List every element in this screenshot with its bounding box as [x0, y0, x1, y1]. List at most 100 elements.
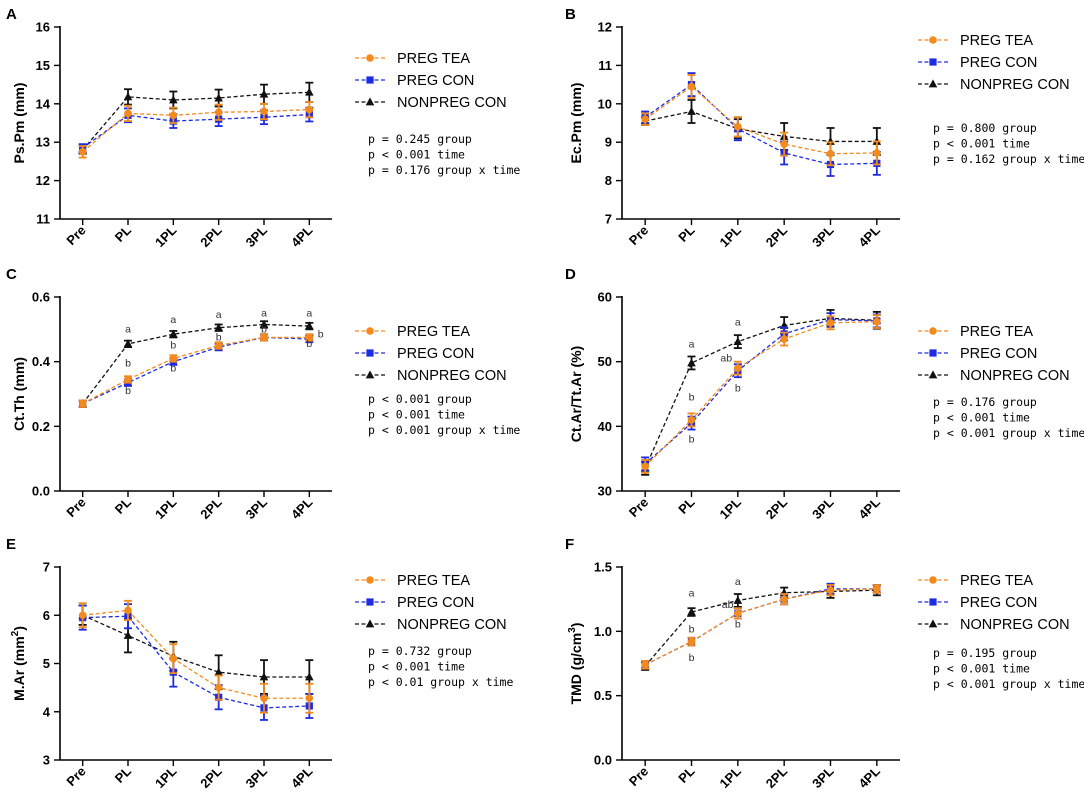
x-tick-label: 1PL	[716, 222, 744, 250]
stat-line: p = 0.245 group	[368, 132, 472, 146]
significance-label: b	[318, 328, 324, 340]
legend-marker	[928, 79, 938, 88]
x-tick-label: 4PL	[288, 494, 316, 522]
data-point	[259, 672, 269, 681]
data-point	[305, 333, 314, 342]
data-point	[78, 611, 87, 620]
panel-letter: D	[565, 266, 576, 283]
panel-a: A 11 12 13 14 15 16 Pre PL 1PL 2PL 3PL 4PL Ps.Pm (mm)…	[6, 6, 520, 250]
y-axis-label: Ec.Pm (mm)	[568, 83, 584, 164]
series-preg-tea	[641, 314, 881, 474]
legend-marker	[366, 576, 374, 584]
legend-label: PREG CON	[397, 73, 474, 89]
y-tick-label: 12	[36, 173, 50, 188]
x-tick-label: 4PL	[288, 222, 316, 250]
y-tick-label: 5	[43, 656, 50, 671]
data-point	[124, 109, 132, 118]
panel-f: F 0.0 0.5 1.0 1.5 Pre PL 1PL 2PL 3PL 4PL TMD (g/cm3…	[565, 536, 1084, 791]
series-nonpreg-con	[78, 319, 314, 408]
y-tick-label: 11	[598, 58, 612, 73]
series-preg-con	[641, 582, 881, 670]
x-tick-label: PL	[675, 763, 697, 785]
x-tick-label: PL	[675, 494, 697, 516]
x-tick-label: 2PL	[197, 494, 225, 522]
x-tick-label: 3PL	[809, 763, 837, 791]
stat-line: p = 0.162 group x time	[933, 152, 1084, 166]
legend-label: NONPREG CON	[397, 617, 507, 633]
data-point	[733, 337, 743, 346]
series-line	[82, 323, 310, 405]
data-point	[169, 654, 178, 663]
x-tick-label: Pre	[626, 223, 651, 248]
series-line	[644, 317, 877, 469]
x-tick-label: PL	[112, 763, 134, 785]
y-tick-label: 40	[598, 419, 612, 434]
stat-line: p < 0.001 group x time	[933, 426, 1084, 440]
data-point	[641, 115, 649, 123]
legend-marker	[928, 370, 938, 379]
panel-letter: B	[565, 6, 576, 23]
series-nonpreg-con	[640, 99, 882, 156]
significance-label: b	[689, 624, 695, 636]
panel-letter: F	[565, 536, 574, 553]
significance-label: ab	[722, 599, 734, 611]
significance-label: b	[689, 652, 695, 664]
data-point	[873, 585, 881, 593]
legend-label: PREG TEA	[960, 573, 1033, 589]
data-point	[780, 140, 788, 148]
y-tick-label: 16	[36, 20, 50, 35]
x-tick-label: 1PL	[716, 494, 744, 522]
data-point	[214, 323, 223, 332]
data-point	[260, 107, 268, 116]
y-tick-label: 1.0	[594, 624, 612, 639]
legend-marker	[929, 598, 937, 606]
significance-label: b	[689, 434, 695, 446]
stat-line: p < 0.001 time	[368, 660, 465, 674]
legend-label: PREG CON	[397, 346, 474, 362]
x-tick-label: PL	[675, 222, 697, 244]
series-line	[82, 113, 310, 149]
y-tick-label: 0.2	[32, 419, 50, 434]
y-tick-label: 7	[43, 560, 50, 575]
series-preg-tea	[641, 584, 881, 670]
legend: PREG TEA PREG CON NONPREG CON	[355, 51, 507, 111]
series-line	[82, 615, 310, 709]
series-line	[644, 83, 877, 166]
data-point	[123, 339, 133, 348]
y-tick-label: 0.4	[32, 354, 51, 369]
data-point	[780, 335, 788, 343]
x-tick-label: 3PL	[243, 763, 271, 791]
x-tick-label: PL	[112, 222, 134, 244]
legend-label: PREG TEA	[960, 33, 1033, 49]
legend: PREG TEA PREG CON NONPREG CON	[918, 324, 1070, 384]
series-line	[645, 110, 877, 143]
series-preg-tea	[78, 333, 314, 408]
data-point	[305, 105, 314, 114]
data-point	[873, 149, 881, 157]
panel-c: C 0.0 0.2 0.4 0.6 Pre PL 1PL 2PL 3PL 4PL Ct.Th (mm)…	[6, 266, 520, 522]
data-point	[687, 82, 696, 91]
data-point	[259, 319, 269, 328]
panel-letter: A	[6, 6, 17, 23]
data-point	[214, 683, 223, 692]
stat-line: p = 0.800 group	[933, 121, 1037, 135]
x-tick-label: 2PL	[197, 763, 225, 791]
significance-label: a	[261, 307, 267, 319]
x-tick-label: 1PL	[716, 763, 744, 791]
series-line	[644, 320, 877, 467]
significance-label: b	[735, 618, 741, 630]
data-point	[214, 93, 223, 102]
series-nonpreg-con	[640, 309, 882, 476]
series-line	[82, 336, 310, 405]
legend-marker	[928, 619, 938, 628]
significance-label: a	[735, 316, 741, 328]
data-point	[734, 364, 742, 372]
significance-label: b	[689, 391, 695, 403]
data-point	[214, 108, 223, 117]
y-tick-label: 11	[36, 212, 50, 227]
y-tick-label: 0.6	[32, 290, 50, 305]
y-tick-label: 8	[605, 173, 612, 188]
y-tick-label: 0.5	[594, 688, 612, 703]
significance-label: b	[306, 338, 312, 350]
